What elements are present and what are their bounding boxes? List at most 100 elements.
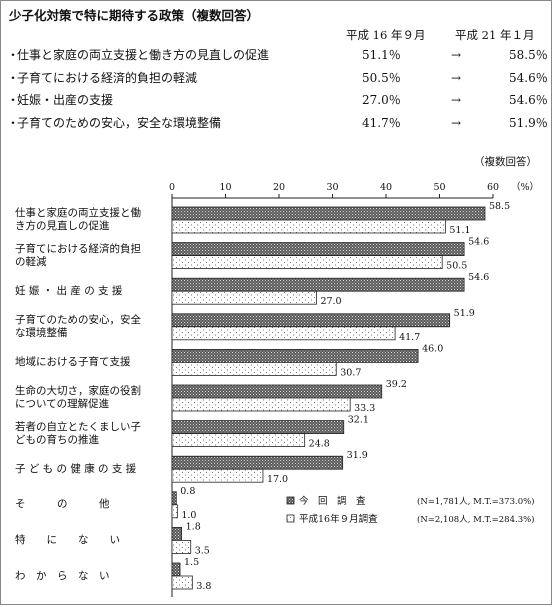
legend-note: (N=1,781人, M.T.=373.0%) [417,496,535,507]
bar-value-label: 3.5 [195,545,210,556]
category-label: 生命の大切さ，家庭の役割 についての理解促進 [15,385,161,411]
category-label-line: についての理解促進 [15,398,110,410]
bar-value-label: 58.5 [489,201,510,212]
summary-row-value-2004: 41.7％ [362,115,401,130]
bar-current [171,242,465,257]
bar-current [171,206,486,221]
x-tick-label: 60 [487,182,499,193]
legend-swatch-current [286,496,295,505]
bar-value-label: 33.3 [354,403,375,414]
bullet: ・ [7,48,20,62]
summary-row-arrow: → [451,70,462,85]
summary-row: ・子育てにおける経済的負担の軽減 50.5％ → 54.6％ [7,68,548,88]
category-label: 子 ど も の 健 康 の 支 援 [15,463,161,476]
chart-note: （複数回答） [474,156,537,168]
x-tick-label: 40 [380,182,392,193]
bar-2004 [171,540,192,554]
summary-row-label: 子育てのための安心，安全な環境整備 [17,115,222,130]
bar-2004 [171,361,337,376]
bar-value-label: 1.0 [181,510,196,521]
category-label: わ か ら な い [15,570,161,583]
category-label-line: 子育てにおける経済的負担 [15,242,141,255]
bar-value-label: 0.8 [180,486,195,497]
bar-current [171,562,181,577]
x-tick-label: 20 [273,182,285,193]
category-label-line: な環境整備 [15,326,68,339]
bar-value-label: 51.1 [449,225,470,236]
category-label: そ の 他 [15,498,161,511]
bar-value-label: 3.8 [196,581,211,592]
category-label-line: 地域における子育て支援 [15,355,131,368]
category-label: 妊 娠 ・ 出 産 の 支 援 [15,285,161,298]
bar-current [171,455,344,470]
category-label-line: 生命の大切さ，家庭の役割 [15,385,141,397]
bar-value-label: 31.9 [347,450,368,461]
category-label-line: 子 ど も の 健 康 の 支 援 [15,462,137,475]
x-tick-label: 0 [169,182,175,193]
bar-2004 [171,219,446,234]
summary-row-value-2004: 27.0％ [362,93,401,107]
summary-row: ・仕事と家庭の両立支援と働き方の見直しの促進 51.1％ → 58.5％ [7,45,548,65]
summary-row-label: 子育てにおける経済的負担の軽減 [17,70,198,85]
bar-2004 [171,468,264,483]
summary-row-arrow: → [451,48,462,62]
bar-2004 [171,504,178,519]
x-tick-label: 30 [326,182,338,193]
bar-value-label: 24.8 [309,439,330,450]
bar-value-label: 41.7 [399,332,420,343]
summary-row-label: 仕事と家庭の両立支援と働き方の見直しの促進 [17,48,270,62]
category-label-line: 妊 娠 ・ 出 産 の 支 援 [15,284,123,297]
category-label-line: 特 に な い [15,533,120,546]
bullet: ・ [7,70,20,85]
bar-2004 [171,326,396,341]
legend-swatch-2004 [286,514,295,523]
category-label-line: そ の 他 [15,498,110,511]
bar-value-label: 17.0 [267,474,288,485]
x-tick-label: 50 [433,182,445,193]
bar-current [171,491,177,506]
summary-row-arrow: → [451,115,462,130]
legend-label: 平成16年９月調査 [299,513,378,525]
category-label: 子育てにおける経済的負担 の軽減 [15,243,161,269]
summary-row-label: 妊娠・出産の支援 [17,93,114,107]
bar-current [171,420,345,435]
bar-value-label: 1.5 [184,557,199,568]
summary-col-2004: 平成 16 年９月 [346,28,426,42]
legend-label: 今 回 調 査 [299,495,366,507]
bar-value-label: 46.0 [422,343,443,354]
summary-title: 少子化対策で特に期待する政策（複数回答） [9,8,260,23]
bar-value-label: 54.6 [468,237,489,248]
bar-value-label: 51.9 [454,308,475,319]
bar-current [171,527,183,541]
x-unit-label: （%） [511,181,539,193]
bar-value-label: 30.7 [340,367,361,378]
summary-row: ・妊娠・出産の支援 27.0％ → 54.6％ [7,90,548,110]
category-label-line: の軽減 [15,255,47,268]
bar-value-label: 39.2 [386,379,407,390]
category-label: 仕事と家庭の両立支援と働 き方の見直しの促進 [15,207,161,233]
bar-value-label: 1.8 [186,521,201,532]
summary-row-value-2009: 54.6％ [509,93,548,107]
category-label: 地域における子育て支援 [15,356,161,369]
summary-row-value-2009: 54.6％ [509,70,548,85]
bar-2004 [171,397,351,412]
category-label-line: き方の見直しの促進 [15,220,110,232]
legend-note: (N=2,108人, M.T.=284.3%) [417,514,535,525]
bar-value-label: 27.0 [320,296,341,307]
category-label-line: どもの育ちの推進 [15,433,99,446]
summary-row-value-2009: 58.5％ [509,48,548,62]
summary-row-arrow: → [451,93,462,107]
bar-value-label: 54.6 [468,272,489,283]
bar-2004 [171,575,193,590]
bullet: ・ [7,115,20,130]
bar-2004 [171,290,317,305]
summary-row-value-2004: 51.1％ [362,48,401,62]
category-label-line: わ か ら な い [15,569,110,582]
bar-current [171,384,383,399]
summary-row: ・子育てのための安心，安全な環境整備 41.7％ → 51.9％ [7,113,548,133]
x-tick-label: 10 [219,182,231,193]
bar-current [171,277,465,292]
bar-current [171,313,451,328]
bar-value-label: 32.1 [348,415,369,426]
